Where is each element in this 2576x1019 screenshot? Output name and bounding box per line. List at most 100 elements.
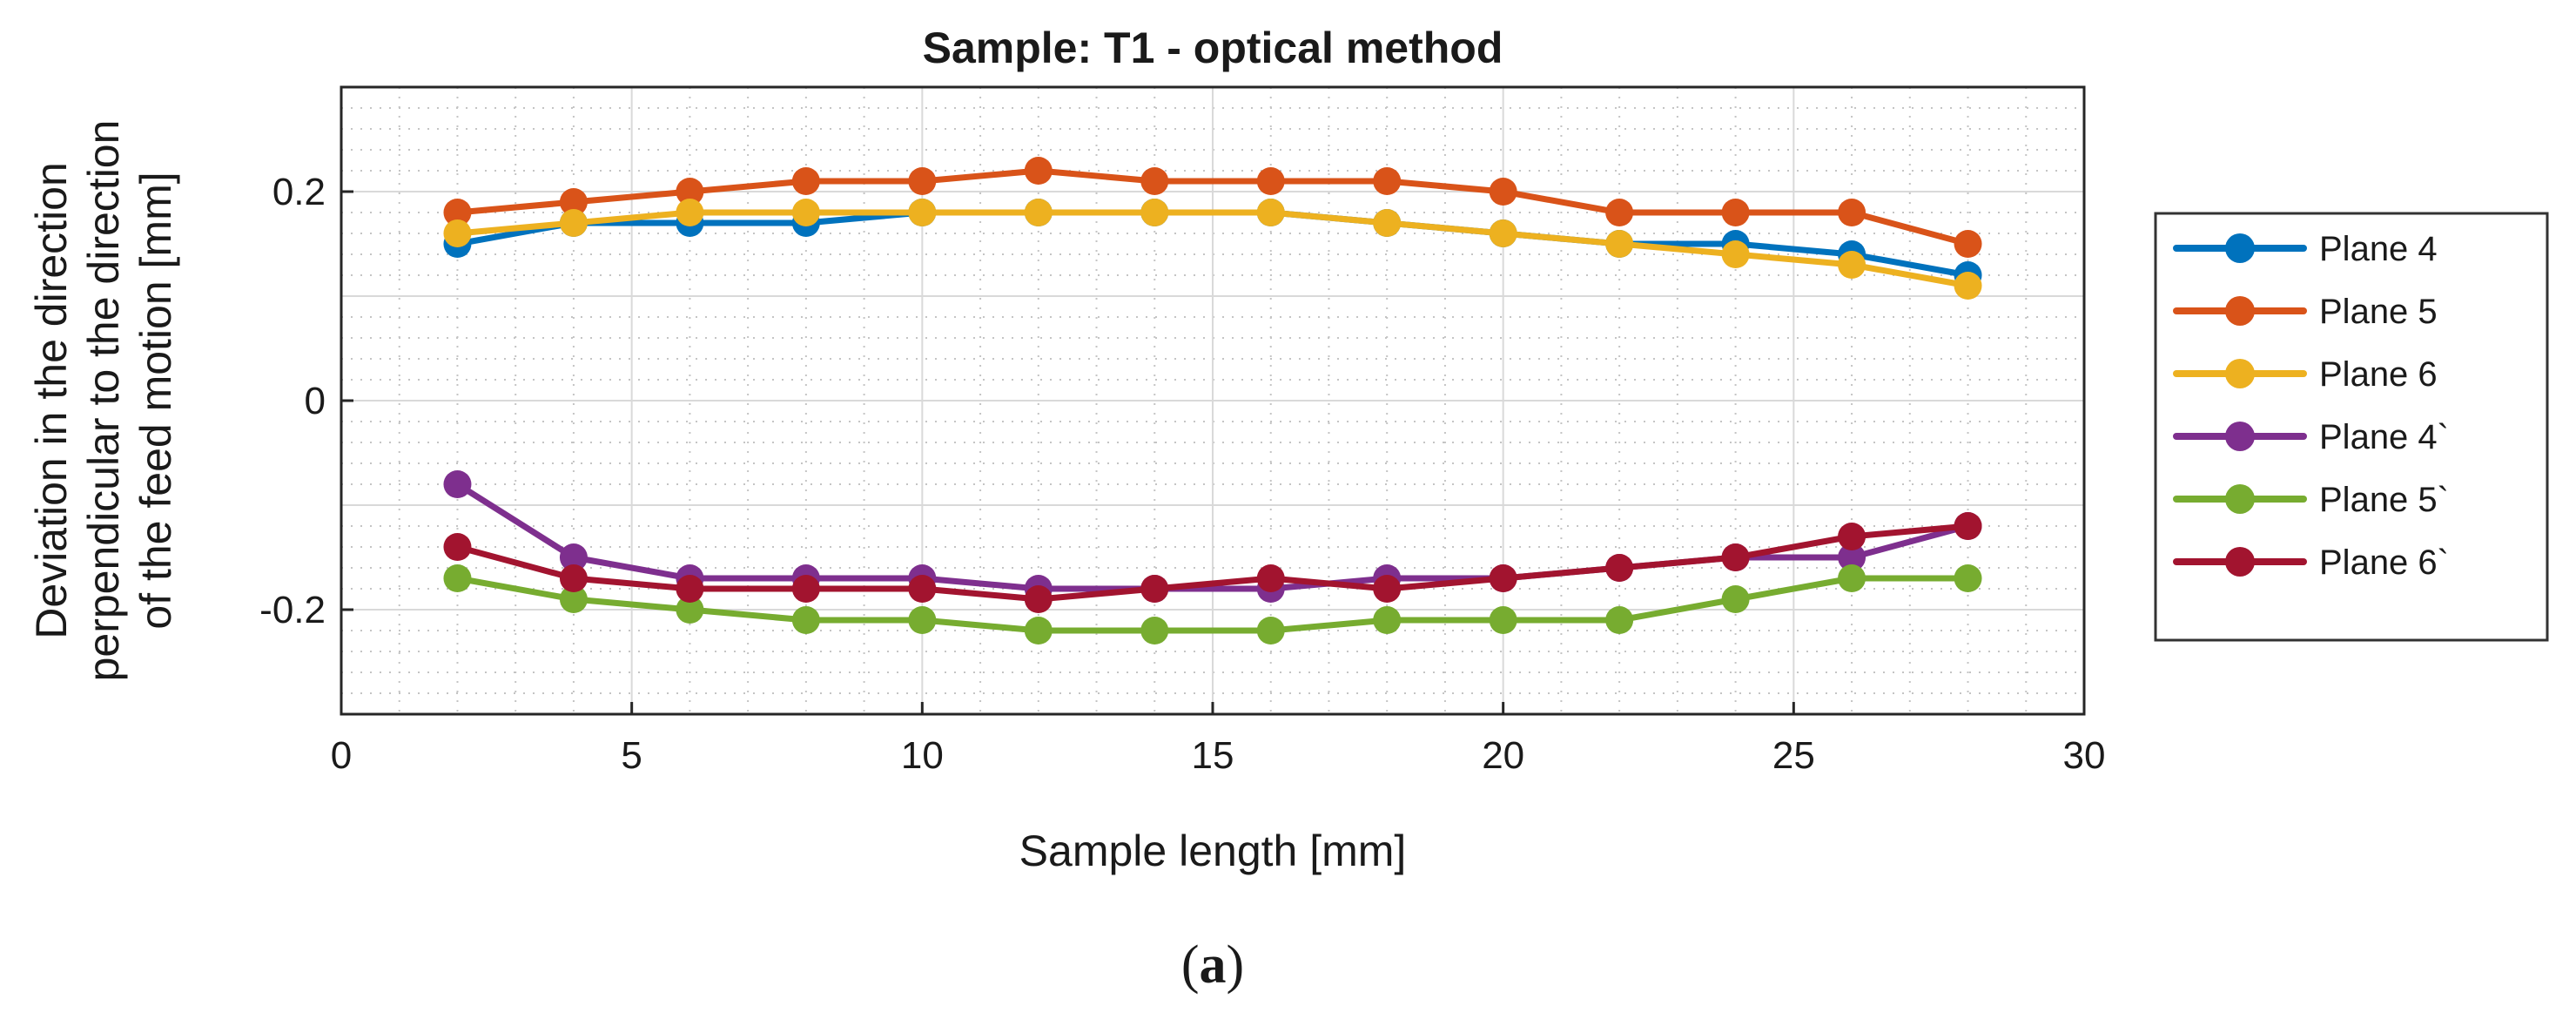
x-tick-label: 20 (1482, 734, 1524, 777)
data-point (1373, 606, 1402, 634)
y-axis-label: Deviation in the direction perpendicular… (27, 120, 180, 682)
series-line (454, 209, 1972, 289)
legend-entry: Plane 6 (2173, 355, 2438, 394)
legend-entry: Plane 5` (2173, 481, 2449, 519)
data-point (559, 585, 588, 613)
data-point (1256, 564, 1285, 592)
x-tick-label: 30 (2063, 734, 2106, 777)
axis-ticks: 0 5 10 15 20 25 30 -0.2 0 0.2 (259, 171, 2105, 777)
data-point (443, 219, 472, 247)
caption-letter: a (1200, 935, 1227, 995)
data-point (443, 470, 472, 498)
data-point (1024, 157, 1053, 185)
series-2 (443, 157, 1982, 258)
legend-marker (2225, 422, 2255, 451)
data-point (1721, 543, 1750, 571)
legend-label: Plane 6 (2319, 355, 2438, 394)
series-3 (443, 199, 1982, 300)
data-point (1954, 272, 1982, 300)
data-point (1838, 564, 1866, 592)
data-point (1605, 606, 1634, 634)
data-point (1256, 617, 1285, 644)
legend-entry: Plane 4` (2173, 418, 2449, 456)
data-point (1489, 178, 1517, 206)
legend: Plane 4 Plane 5 Plane 6 Plane 4` Plane 5` Pla… (2154, 212, 2549, 642)
x-axis-label: Sample length [mm] (1019, 827, 1407, 875)
legend-entries: Plane 4 Plane 5 Plane 6 Plane 4` Plane 5` Pla… (2173, 230, 2449, 582)
data-point (1838, 523, 1866, 550)
data-point (559, 543, 588, 571)
series-line (454, 575, 1972, 634)
data-point (908, 167, 937, 195)
data-point (559, 188, 588, 216)
data-point (443, 199, 472, 226)
data-point (676, 199, 704, 226)
series-6 (443, 512, 1982, 613)
caption-close: ) (1227, 935, 1245, 995)
data-point (1373, 167, 1402, 195)
y-tick-label: 0 (305, 380, 326, 422)
data-point (1489, 564, 1517, 592)
caption-open: ( (1181, 935, 1200, 995)
legend-label: Plane 6` (2319, 543, 2449, 582)
legend-marker (2225, 233, 2255, 263)
y-axis-label-line-2: perpendicular to the direction (79, 120, 128, 682)
data-point (908, 575, 937, 603)
data-point (1605, 199, 1634, 226)
data-point (1605, 230, 1634, 258)
x-tick-label: 0 (331, 734, 352, 777)
data-point (1721, 585, 1750, 613)
data-point (791, 199, 820, 226)
grid (340, 87, 2085, 714)
data-point (1024, 585, 1053, 613)
data-point (1373, 209, 1402, 237)
data-point (1721, 240, 1750, 268)
data-point (1721, 199, 1750, 226)
data-point (1838, 251, 1866, 279)
data-point (1256, 167, 1285, 195)
chart-title: Sample: T1 - optical method (923, 24, 1503, 72)
x-tick-label: 25 (1772, 734, 1815, 777)
data-point (1024, 617, 1053, 644)
data-point (676, 596, 704, 624)
legend-label: Plane 5 (2319, 293, 2438, 331)
series-line (454, 523, 1972, 603)
data-point (1489, 219, 1517, 247)
data-point (791, 606, 820, 634)
legend-marker (2225, 484, 2255, 514)
data-point (1954, 230, 1982, 258)
legend-marker (2225, 296, 2255, 326)
data-point (443, 564, 472, 592)
data-point (559, 209, 588, 237)
data-point (1489, 606, 1517, 634)
data-point (1838, 543, 1866, 571)
legend-label: Plane 5` (2319, 481, 2449, 519)
data-point (1605, 554, 1634, 582)
data-point (1024, 199, 1053, 226)
y-tick-label: -0.2 (259, 589, 326, 631)
y-axis-label-line-1: Deviation in the direction (27, 162, 76, 639)
figure-caption: (a) (1181, 935, 1244, 995)
y-axis-label-line-3: of the feed motion [mm] (131, 172, 180, 629)
data-point (1373, 575, 1402, 603)
data-point (443, 533, 472, 561)
data-point (1954, 512, 1982, 540)
data-point (1954, 564, 1982, 592)
legend-entry: Plane 5 (2173, 293, 2438, 331)
data-point (1140, 617, 1169, 644)
data-point (908, 199, 937, 226)
series-5 (443, 564, 1982, 644)
legend-label: Plane 4` (2319, 418, 2449, 456)
x-tick-label: 15 (1192, 734, 1234, 777)
data-point (1838, 199, 1866, 226)
data-point (908, 606, 937, 634)
y-tick-label: 0.2 (272, 171, 326, 213)
data-point (1256, 199, 1285, 226)
data-point (676, 575, 704, 603)
series-layer (443, 157, 1982, 644)
data-point (791, 575, 820, 603)
legend-marker (2225, 359, 2255, 388)
data-point (559, 564, 588, 592)
legend-entry: Plane 4 (2173, 230, 2438, 268)
